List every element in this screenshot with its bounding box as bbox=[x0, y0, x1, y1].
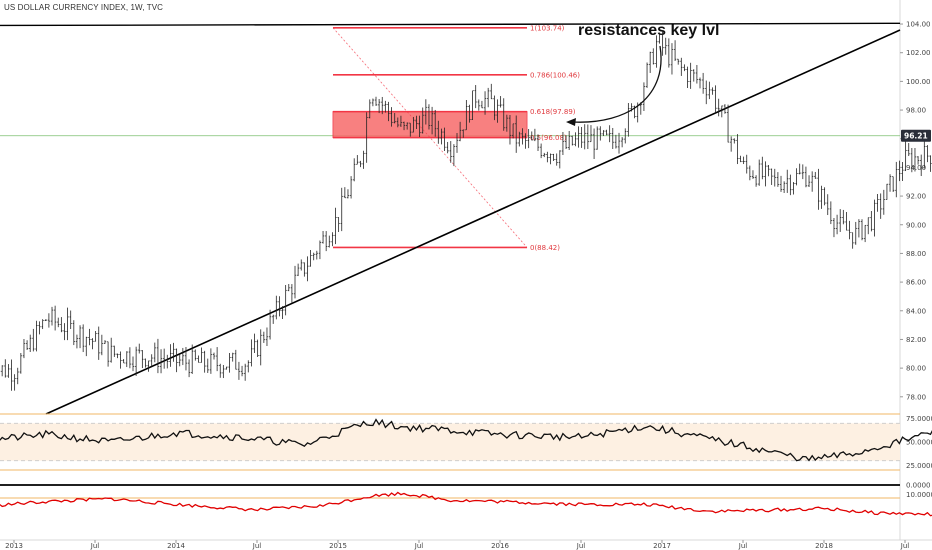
x-tick-label: 2018 bbox=[815, 542, 833, 550]
y-tick-label: 92.00 bbox=[906, 193, 926, 201]
y-tick-label: 86.00 bbox=[906, 279, 926, 287]
top-resistance-line bbox=[0, 22, 901, 27]
fib-level-label: 0.5(96.08) bbox=[530, 134, 567, 142]
chart-title: US DOLLAR CURRENCY INDEX, 1W, TVC bbox=[4, 3, 164, 12]
y-tick-label: 94.00 bbox=[906, 164, 926, 172]
x-tick-label: Jul bbox=[414, 542, 424, 550]
price-label: 96.21 bbox=[904, 132, 928, 141]
y-tick-label: 102.00 bbox=[906, 49, 931, 57]
price-label-badge bbox=[901, 129, 931, 142]
y-tick-label: 104.00 bbox=[906, 21, 931, 29]
rising-trendline bbox=[45, 29, 901, 415]
annotation-arrow bbox=[571, 45, 662, 123]
osc-line bbox=[0, 491, 932, 517]
fib-level-label: 1(103.74) bbox=[530, 24, 565, 32]
annotation-text: resistances key lvl bbox=[578, 22, 720, 39]
y-tick-label: 90.00 bbox=[906, 221, 926, 229]
x-tick-label: 2015 bbox=[329, 542, 347, 550]
x-tick-label: Jul bbox=[90, 542, 100, 550]
rsi-y-tick-label: 50.0000 bbox=[906, 439, 932, 447]
rsi-y-tick-label: 25.0000 bbox=[906, 462, 932, 470]
fib-level-label: 0.618(97.89) bbox=[530, 108, 576, 116]
annotation-arrowhead bbox=[566, 118, 576, 126]
price-bars bbox=[0, 30, 932, 391]
x-tick-label: Jul bbox=[900, 542, 910, 550]
x-tick-label: Jul bbox=[252, 542, 262, 550]
fib-trend-line bbox=[332, 27, 528, 248]
x-tick-label: Jul bbox=[738, 542, 748, 550]
y-tick-label: 84.00 bbox=[906, 307, 926, 315]
x-tick-label: 2016 bbox=[491, 542, 509, 550]
x-tick-label: Jul bbox=[576, 542, 586, 550]
y-tick-label: 78.00 bbox=[906, 393, 926, 401]
rsi-band bbox=[0, 423, 900, 461]
y-tick-label: 100.00 bbox=[906, 78, 931, 86]
fib-level-label: 0(88.42) bbox=[530, 244, 560, 252]
y-tick-label: 80.00 bbox=[906, 365, 926, 373]
y-tick-label: 98.00 bbox=[906, 107, 926, 115]
osc-y-tick-label: 10.0000 bbox=[906, 491, 932, 499]
y-tick-label: 88.00 bbox=[906, 250, 926, 258]
osc-y-tick-label: 0.0000 bbox=[906, 482, 931, 490]
x-tick-label: 2017 bbox=[653, 542, 671, 550]
y-tick-label: 82.00 bbox=[906, 336, 926, 344]
rsi-y-tick-label: 75.0000 bbox=[906, 415, 932, 423]
rsi-line bbox=[0, 418, 932, 462]
x-tick-label: 2013 bbox=[5, 542, 23, 550]
fib-level-label: 0.786(100.46) bbox=[530, 71, 580, 79]
x-tick-label: 2014 bbox=[167, 542, 185, 550]
